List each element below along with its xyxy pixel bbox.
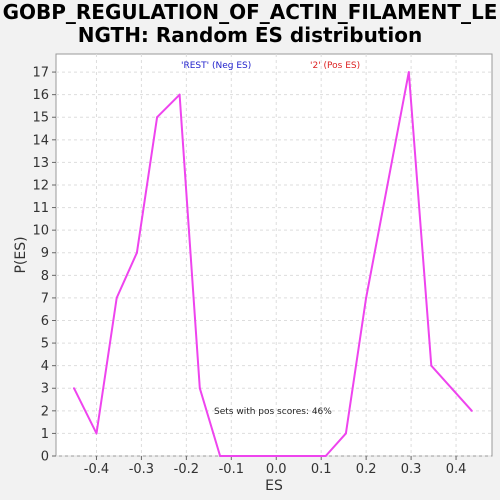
y-tick-label: 4 xyxy=(41,359,49,374)
x-tick-label: 0.2 xyxy=(356,462,377,477)
legend-entry: '2' (Pos ES) xyxy=(310,61,360,71)
legend: 'REST' (Neg ES) '2' (Pos ES) xyxy=(181,61,360,71)
data-point xyxy=(239,455,242,457)
x-tick-label: 0.4 xyxy=(446,462,467,477)
x-tick-label: -0.1 xyxy=(219,462,244,477)
data-point xyxy=(344,432,347,435)
data-point xyxy=(219,455,222,457)
y-tick-label: 3 xyxy=(41,382,49,397)
y-tick-label: 11 xyxy=(32,201,49,216)
data-point xyxy=(95,432,98,435)
y-tick-label: 8 xyxy=(41,269,49,284)
y-tick-label: 1 xyxy=(41,427,49,442)
data-point xyxy=(365,296,368,299)
chart-title: GOBP_REGULATION_OF_ACTIN_FILAMENT_LE NGT… xyxy=(0,1,500,47)
y-tick-label: 6 xyxy=(41,314,49,329)
plot-area xyxy=(55,53,493,457)
y-tick-label: 7 xyxy=(41,291,49,306)
series-layer xyxy=(72,71,473,457)
y-tick-label: 9 xyxy=(41,246,49,261)
x-tick-label: 0.1 xyxy=(311,462,332,477)
data-point xyxy=(450,387,453,390)
y-tick-label: 16 xyxy=(32,88,49,103)
y-tick-label: 14 xyxy=(32,133,49,148)
axes: -0.4 -0.3 -0.2 -0.1 0.0 0.1 0.2 0.3 0.4012345678… xyxy=(32,66,466,477)
y-tick-label: 13 xyxy=(32,156,49,171)
data-point xyxy=(407,71,410,74)
data-point xyxy=(198,387,201,390)
y-tick-label: 17 xyxy=(32,66,49,81)
y-tick-label: 12 xyxy=(32,178,49,193)
x-tick-label: -0.4 xyxy=(84,462,109,477)
x-tick-label: -0.3 xyxy=(129,462,154,477)
data-point xyxy=(275,455,278,457)
x-axis-title: ES xyxy=(265,478,283,494)
y-axis-title: P(ES) xyxy=(13,236,29,273)
y-tick-label: 10 xyxy=(32,224,49,239)
y-tick-label: 0 xyxy=(41,450,49,465)
chart-title-line1: GOBP_REGULATION_OF_ACTIN_FILAMENT_LE xyxy=(2,0,498,24)
x-tick-label: 0.3 xyxy=(401,462,422,477)
data-point xyxy=(430,364,433,367)
data-point xyxy=(156,116,159,119)
data-point xyxy=(178,93,181,96)
data-point xyxy=(470,409,473,412)
chart-title-line2: NGTH: Random ES distribution xyxy=(77,23,423,47)
y-tick-label: 5 xyxy=(41,337,49,352)
data-point xyxy=(135,251,138,254)
annotation-text: Sets with pos scores: 46% xyxy=(214,407,332,417)
x-tick-label: -0.2 xyxy=(174,462,199,477)
y-tick-label: 15 xyxy=(32,111,49,126)
data-point xyxy=(324,455,327,457)
grid-lines xyxy=(56,54,492,457)
legend-entry: 'REST' (Neg ES) xyxy=(181,61,251,71)
y-tick-label: 2 xyxy=(41,404,49,419)
x-tick-label: 0.0 xyxy=(266,462,287,477)
data-point xyxy=(72,387,75,390)
data-point xyxy=(115,296,118,299)
